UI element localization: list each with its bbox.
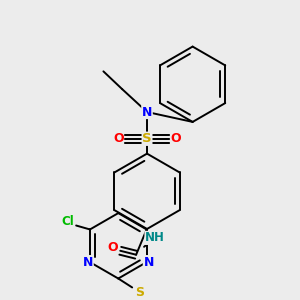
Text: Cl: Cl — [62, 215, 74, 228]
Text: N: N — [143, 256, 154, 269]
Text: O: O — [170, 132, 181, 145]
Text: N: N — [83, 256, 93, 269]
Text: O: O — [113, 132, 124, 145]
Text: NH: NH — [145, 231, 165, 244]
Text: N: N — [142, 106, 152, 118]
Text: S: S — [142, 132, 152, 145]
Text: S: S — [136, 286, 145, 299]
Text: O: O — [107, 241, 118, 254]
